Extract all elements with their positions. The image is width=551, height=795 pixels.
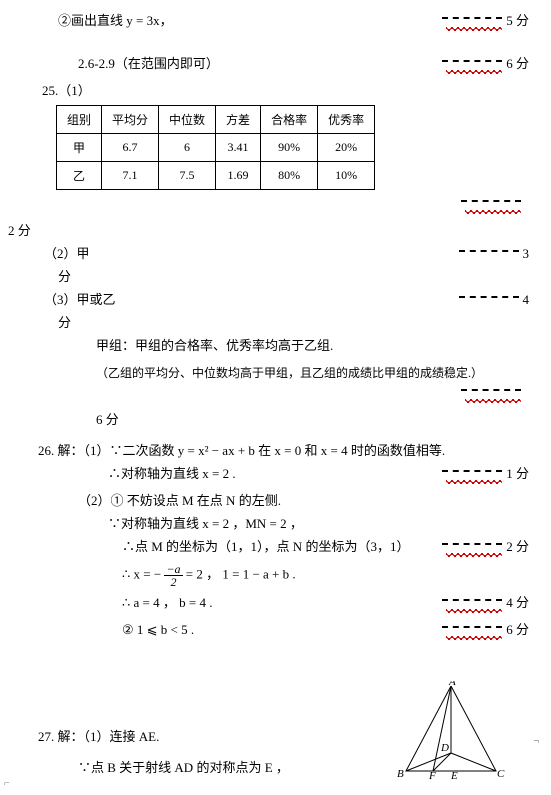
line-text: （3）甲或乙 (44, 289, 116, 308)
svg-text:A: A (448, 681, 456, 688)
table-cell: 乙 (57, 162, 102, 190)
q26-line: ∴对称轴为直线 x = 2 . (108, 463, 236, 482)
q26-frac-line: ∴ x = − −a2 = 2 ， 1 = 1 − a + b . (38, 563, 529, 588)
table-cell: 7.5 (159, 162, 216, 190)
line-text: （2）甲 (44, 243, 90, 262)
line-text: 2.6-2.9（在范围内即可） (78, 53, 219, 72)
score: 6 分 (506, 53, 529, 72)
table-cell: 7.1 (102, 162, 159, 190)
score: 2 分 (506, 536, 529, 555)
score: 4 分 (506, 592, 529, 611)
corner-mark-left: ⌐ (4, 778, 10, 789)
table-score: 2 分 (8, 220, 529, 239)
line-text: ②画出直线 y = 3x， (58, 10, 173, 29)
dots-marker (461, 198, 521, 216)
q26-line: ② 1 ⩽ b < 5 . (122, 622, 194, 638)
table-cell: 20% (318, 134, 375, 162)
q25-label: 25.（1） (38, 80, 529, 99)
table-cell: 90% (261, 134, 318, 162)
table-cell: 6 (159, 134, 216, 162)
score: 3 (523, 246, 530, 262)
table-cell: 10% (318, 162, 375, 190)
score: 1 分 (506, 463, 529, 482)
q26-line: ∴点 M 的坐标为（1，1），点 N 的坐标为（3，1） (122, 536, 409, 555)
table-header-cell: 优秀率 (318, 106, 375, 134)
svg-text:B: B (397, 768, 404, 780)
q26-line: 26. 解：（1）∵二次函数 y = x² − ax + b 在 x = 0 和… (38, 440, 529, 459)
score: 4 (523, 292, 530, 308)
fen: 分 (38, 312, 529, 331)
table-header-cell: 合格率 (261, 106, 318, 134)
triangle-figure: A B C D E F (391, 681, 511, 785)
text-line: 甲组：甲组的合格率、优秀率均高于乙组. (38, 335, 529, 354)
score-block: 3 (459, 246, 530, 262)
table-header-cell: 组别 (57, 106, 102, 134)
svg-text:D: D (440, 742, 449, 754)
score-block: 4 分 (442, 592, 529, 615)
table-cell: 甲 (57, 134, 102, 162)
table-cell: 3.41 (216, 134, 261, 162)
table-cell: 6.7 (102, 134, 159, 162)
score-block: 6 分 (442, 619, 529, 642)
dots-marker (461, 387, 521, 405)
score: 6 分 (38, 409, 529, 428)
q26-line: （2）① 不妨设点 M 在点 N 的左侧. (38, 490, 529, 509)
score-block: 6 分 (442, 53, 529, 76)
svg-text:C: C (497, 768, 505, 780)
corner-mark-right: ¬ (533, 736, 539, 747)
score-block: 5 分 (442, 10, 529, 33)
stats-table: 组别平均分中位数方差合格率优秀率 甲6.763.4190%20% 乙7.17.5… (56, 105, 375, 190)
q26-line: ∵对称轴为直线 x = 2 ，MN = 2 ， (38, 513, 529, 532)
score-block: 2 分 (442, 536, 529, 559)
q26-line: ∴ a = 4 ， b = 4 . (122, 592, 212, 611)
table-header-cell: 方差 (216, 106, 261, 134)
svg-text:E: E (450, 770, 458, 781)
text-line: （乙组的平均分、中位数均高于甲组，且乙组的成绩比甲组的成绩稳定.） (38, 364, 529, 381)
score-block: 4 (459, 292, 530, 308)
score: 5 分 (506, 10, 529, 29)
table-cell: 80% (261, 162, 318, 190)
score: 6 分 (506, 619, 529, 638)
table-cell: 1.69 (216, 162, 261, 190)
table-header-cell: 中位数 (159, 106, 216, 134)
svg-text:F: F (428, 770, 436, 781)
score-block: 1 分 (442, 463, 529, 486)
table-header-cell: 平均分 (102, 106, 159, 134)
fen: 分 (38, 266, 529, 285)
